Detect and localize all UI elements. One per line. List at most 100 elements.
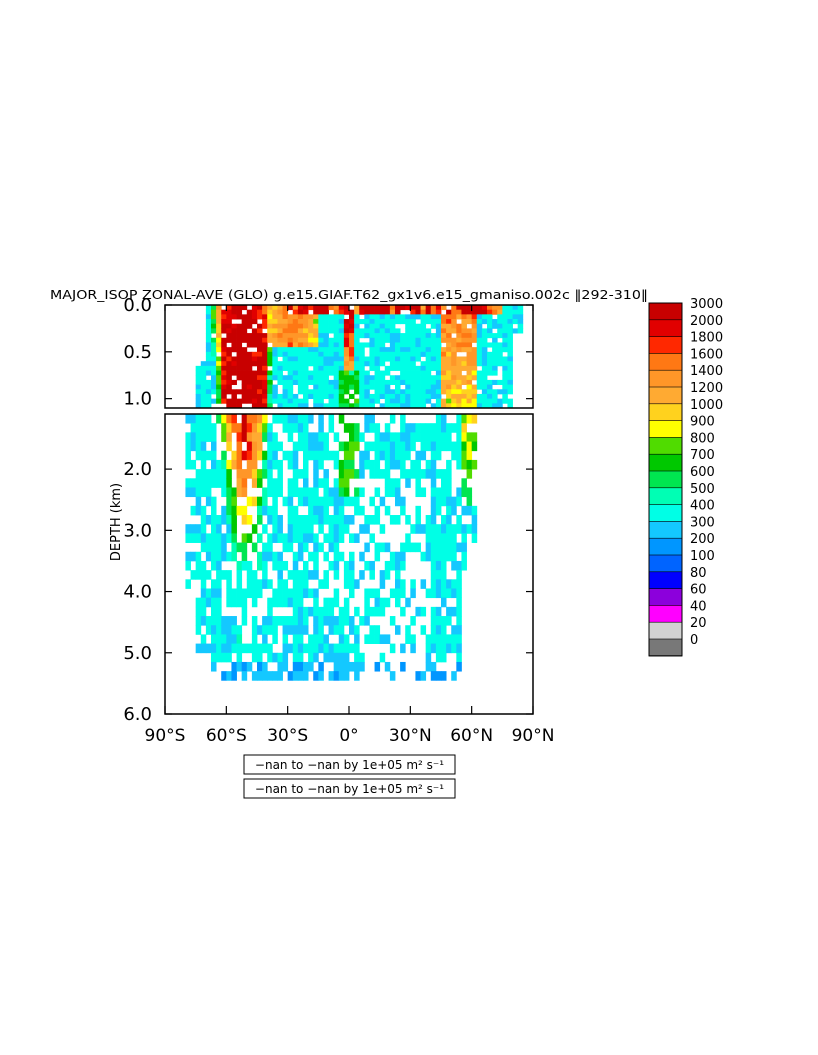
heatmap-cell: [389, 450, 396, 461]
heatmap-cell: [236, 634, 243, 644]
heatmap-cell: [267, 579, 273, 589]
heatmap-cell: [379, 652, 386, 663]
heatmap-cell: [425, 361, 432, 367]
heatmap-cell: [461, 505, 467, 516]
heatmap-cell: [405, 333, 411, 339]
heatmap-cell: [287, 314, 294, 320]
heatmap-cell: [200, 505, 207, 516]
heatmap-cell: [379, 347, 386, 353]
heatmap-cell: [430, 375, 437, 381]
heatmap-cell: [384, 403, 391, 408]
heatmap-cell: [328, 342, 335, 348]
heatmap-cell: [241, 314, 248, 320]
x-tick-label: 0°: [339, 726, 358, 746]
heatmap-cell: [318, 478, 324, 488]
heatmap-cell: [231, 333, 237, 339]
heatmap-cell: [287, 342, 294, 348]
heatmap-cell: [446, 356, 452, 362]
heatmap-cell: [384, 393, 391, 400]
heatmap-cell: [190, 524, 197, 534]
heatmap-cell: [272, 305, 278, 311]
heatmap-cell: [461, 533, 467, 543]
heatmap-cell: [359, 652, 365, 663]
heatmap-cell: [395, 319, 401, 325]
heatmap-cell: [451, 441, 457, 452]
heatmap-cell: [502, 328, 508, 334]
heatmap-cell: [487, 342, 493, 348]
heatmap-cell: [313, 652, 319, 663]
heatmap-cell: [251, 393, 258, 400]
heatmap-cell: [441, 379, 447, 385]
heatmap-cell: [359, 347, 365, 353]
heatmap-cell: [374, 441, 381, 452]
heatmap-cell: [205, 347, 212, 353]
heatmap-cell: [251, 432, 258, 442]
heatmap-cell: [313, 533, 319, 543]
heatmap-cell: [441, 496, 447, 507]
heatmap-cell: [205, 423, 212, 433]
heatmap-cell: [451, 423, 457, 433]
heatmap-cell: [446, 432, 452, 442]
heatmap-cell: [297, 403, 304, 408]
heatmap-cell: [349, 441, 355, 452]
heatmap-cell: [205, 588, 212, 599]
heatmap-cell: [446, 319, 452, 325]
heatmap-cell: [481, 309, 488, 315]
heatmap-cell: [441, 671, 447, 681]
heatmap-cell: [231, 533, 237, 543]
heatmap-cell: [487, 305, 493, 311]
heatmap-cell: [216, 365, 222, 371]
heatmap-cell: [267, 625, 273, 635]
heatmap-cell: [236, 487, 243, 498]
heatmap-cell: [328, 337, 335, 343]
heatmap-cell: [349, 616, 355, 626]
heatmap-cell: [354, 379, 360, 385]
heatmap-cell: [395, 478, 401, 488]
heatmap-cell: [435, 423, 442, 433]
heatmap-cell: [466, 496, 473, 507]
heatmap-cell: [257, 423, 263, 433]
heatmap-cell: [517, 309, 524, 315]
heatmap-cell: [497, 398, 503, 404]
heatmap-cell: [395, 459, 401, 470]
heatmap-cell: [236, 365, 243, 371]
heatmap-cell: [251, 384, 258, 390]
heatmap-cell: [430, 515, 437, 525]
heatmap-cell: [497, 323, 503, 329]
heatmap-cell: [297, 337, 304, 343]
heatmap-cell: [359, 365, 365, 371]
heatmap-cell: [287, 487, 294, 498]
heatmap-cell: [369, 365, 375, 371]
heatmap-cell: [343, 579, 350, 589]
heatmap-cell: [236, 432, 243, 442]
heatmap-cell: [354, 314, 360, 320]
heatmap-cell: [246, 379, 253, 385]
heatmap-cell: [211, 459, 217, 470]
heatmap-cell: [338, 661, 345, 672]
heatmap-cell: [246, 643, 253, 654]
heatmap-cell: [369, 423, 375, 433]
heatmap-cell: [303, 365, 309, 371]
heatmap-cell: [262, 309, 268, 315]
heatmap-cell: [195, 384, 202, 390]
heatmap-cell: [231, 328, 237, 334]
colorbar-label: 1800: [690, 331, 723, 346]
heatmap-cell: [471, 533, 478, 543]
heatmap-cell: [456, 588, 462, 599]
heatmap-cell: [446, 347, 452, 353]
heatmap-cell: [430, 342, 437, 348]
heatmap-cell: [241, 469, 248, 479]
heatmap-cell: [343, 370, 350, 376]
heatmap-cell: [389, 351, 396, 357]
heatmap-cell: [354, 671, 360, 681]
lower-panel-cells: [185, 414, 478, 681]
heatmap-cell: [251, 314, 258, 320]
heatmap-cell: [369, 305, 375, 311]
heatmap-cell: [481, 379, 488, 385]
heatmap-cell: [410, 384, 416, 390]
heatmap-cell: [471, 356, 478, 362]
heatmap-cell: [446, 505, 452, 516]
heatmap-cell: [400, 542, 406, 553]
lower-y-tick-label: 5.0: [123, 643, 152, 664]
heatmap-cell: [282, 351, 289, 357]
